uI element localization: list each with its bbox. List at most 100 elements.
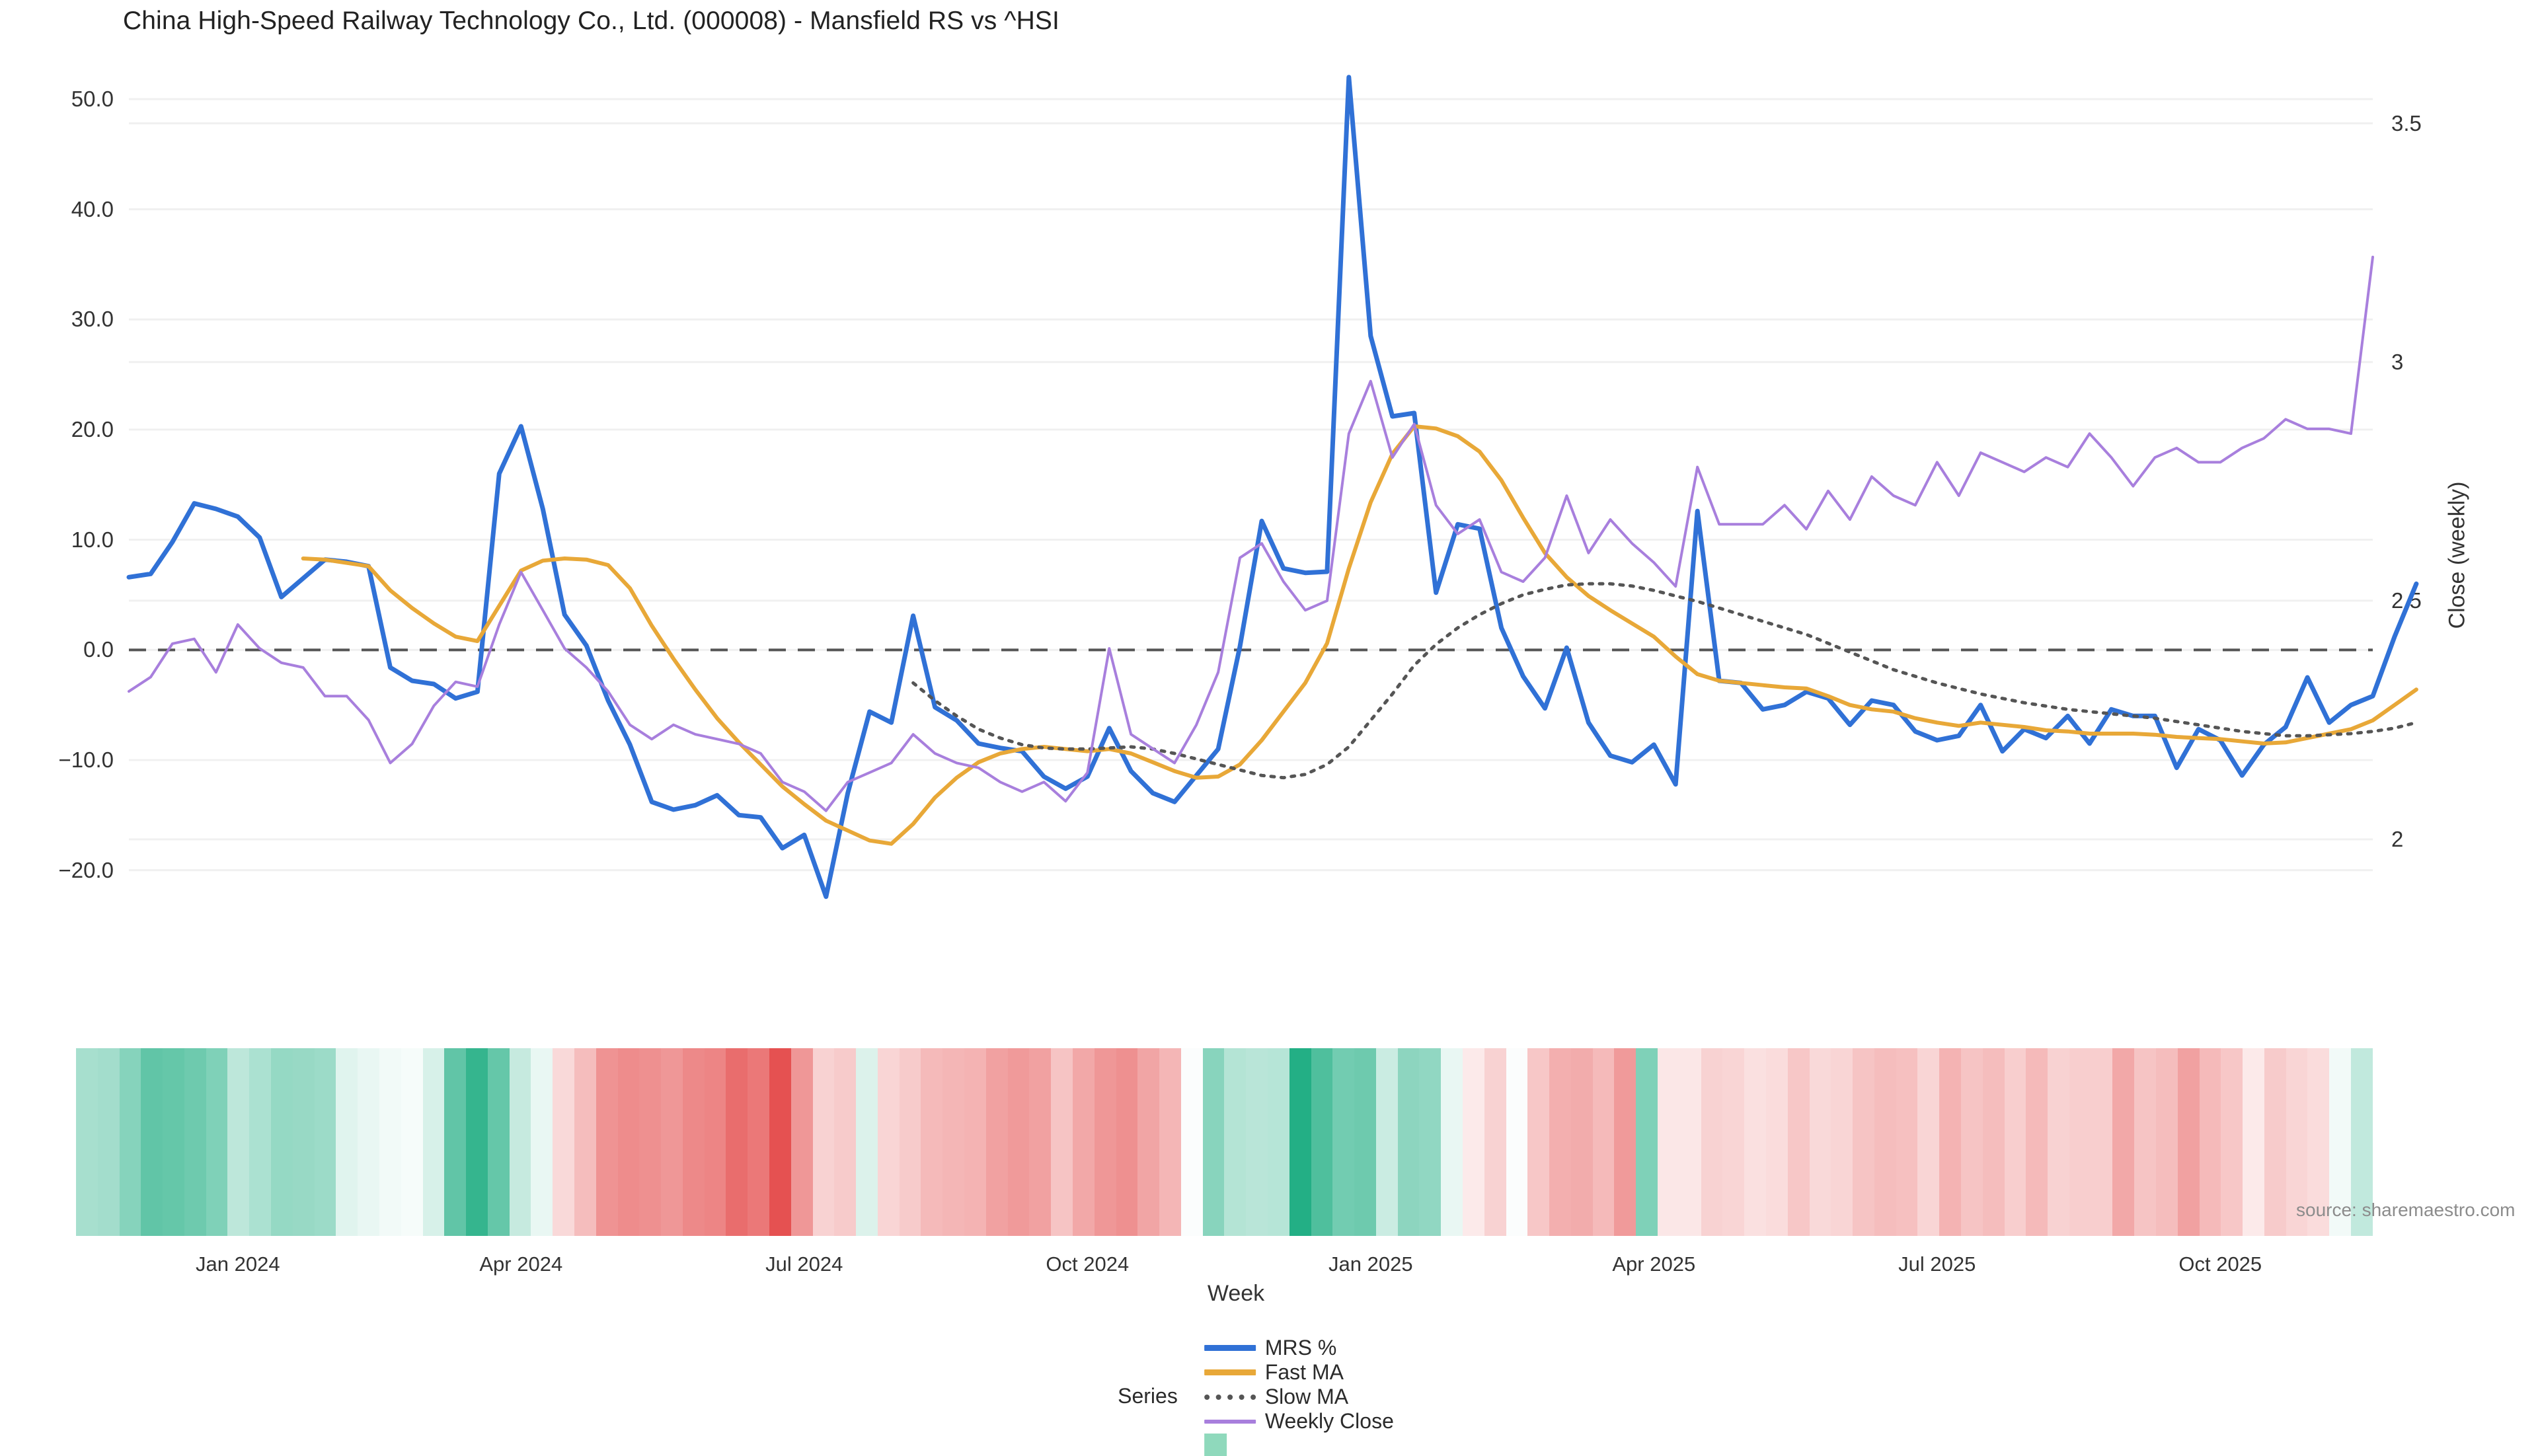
heatmap-band	[1029, 1048, 1052, 1236]
heatmap-band	[574, 1048, 596, 1236]
heatmap-band	[2069, 1048, 2091, 1236]
heatmap-band	[1853, 1048, 1874, 1236]
series-line-mrs	[126, 75, 2419, 900]
heatmap-band	[1463, 1048, 1484, 1236]
heatmap-band	[1375, 1048, 1398, 1236]
legend-item[interactable]: Slow MA	[1204, 1385, 1394, 1409]
source-note: source: sharemaestro.com	[2296, 1200, 2516, 1220]
heatmap-band	[1809, 1048, 1831, 1236]
y-tick-label-right: 2	[2391, 827, 2404, 851]
heatmap-band	[2264, 1048, 2286, 1236]
heatmap-band	[1354, 1048, 1376, 1236]
heatmap-band	[401, 1048, 423, 1236]
y-tick-label-right: 3	[2391, 349, 2404, 374]
y-tick-label-left: 20.0	[71, 417, 114, 441]
heatmap-band	[1159, 1048, 1181, 1236]
heatmap-band	[1636, 1048, 1658, 1236]
heatmap-band	[748, 1048, 769, 1236]
heatmap-band	[1896, 1048, 1918, 1236]
heatmap-band	[2112, 1048, 2135, 1236]
heatmap-band	[1570, 1048, 1593, 1236]
series-line-fast-ma	[301, 424, 2418, 846]
heatmap-band	[1267, 1048, 1289, 1236]
heatmap-band	[1506, 1048, 1528, 1236]
heatmap-band	[682, 1048, 705, 1236]
heatmap-band	[790, 1048, 813, 1236]
legend-item-label: Fast MA	[1264, 1360, 1344, 1384]
heatmap-band	[1332, 1048, 1355, 1236]
heatmap-band	[1484, 1048, 1506, 1236]
heatmap-band	[379, 1048, 401, 1236]
heatmap-band	[1094, 1048, 1116, 1236]
heatmap-band	[509, 1048, 531, 1236]
heatmap-band	[942, 1048, 965, 1236]
legend-item[interactable]	[1204, 1434, 1394, 1456]
heatmap-band	[2351, 1048, 2373, 1236]
heatmap-band	[1765, 1048, 1788, 1236]
heatmap-band	[184, 1048, 206, 1236]
y-tick-label-left: −10.0	[58, 747, 114, 772]
heatmap-band	[249, 1048, 272, 1236]
heatmap-band	[1202, 1048, 1225, 1236]
heatmap-band	[877, 1048, 900, 1236]
x-axis-title: Week	[1207, 1281, 1265, 1306]
heatmap-band	[2091, 1048, 2113, 1236]
heatmap-band	[119, 1048, 141, 1236]
heatmap-band	[1722, 1048, 1745, 1236]
heatmap-band	[812, 1048, 835, 1236]
x-tick-label: Jan 2024	[196, 1252, 280, 1276]
legend-line-icon	[1204, 1345, 1256, 1351]
legend-items: MRS % Fast MA Slow MA Weekly Close	[1204, 1336, 1420, 1456]
heatmap-band	[163, 1048, 184, 1236]
heatmap-band	[1874, 1048, 1896, 1236]
heatmap-band	[1137, 1048, 1160, 1236]
heatmap-band	[292, 1048, 315, 1236]
y-tick-label-left: −20.0	[58, 857, 114, 882]
heatmap-band	[206, 1048, 228, 1236]
y-tick-label-left: 0.0	[83, 637, 114, 662]
heatmap-band	[2177, 1048, 2200, 1236]
legend-item[interactable]: Fast MA	[1204, 1360, 1394, 1385]
heatmap-band	[899, 1048, 921, 1236]
heatmap-band	[1787, 1048, 1810, 1236]
heatmap-band	[227, 1048, 250, 1236]
heatmap-band	[1679, 1048, 1701, 1236]
y-axis-right-title: Close (weekly)	[2444, 481, 2470, 629]
x-tick-label: Apr 2024	[479, 1252, 563, 1276]
heatmap-band	[1116, 1048, 1138, 1236]
y-tick-label-left: 10.0	[71, 527, 114, 552]
chart-legend: Series MRS % Fast MA Slow MA Weekly Close	[1118, 1336, 1420, 1456]
heatmap-band	[141, 1048, 163, 1236]
legend-line-icon	[1204, 1419, 1256, 1424]
legend-item[interactable]: Weekly Close	[1204, 1409, 1394, 1434]
heatmap-band	[1397, 1048, 1420, 1236]
legend-item[interactable]: MRS %	[1204, 1336, 1394, 1360]
heatmap-band	[1982, 1048, 2005, 1236]
x-tick-label: Oct 2024	[1046, 1252, 1130, 1276]
legend-item-label: Weekly Close	[1264, 1409, 1394, 1433]
heatmap-band	[1549, 1048, 1571, 1236]
heatmap-band	[1246, 1048, 1268, 1236]
heatmap-band	[1701, 1048, 1723, 1236]
heatmap-band	[726, 1048, 748, 1236]
series-lines	[126, 75, 2419, 900]
x-tick-label: Apr 2025	[1612, 1252, 1696, 1276]
heatmap-band	[921, 1048, 943, 1236]
heatmap-band	[964, 1048, 986, 1236]
heatmap-band	[531, 1048, 553, 1236]
heatmap-band	[661, 1048, 683, 1236]
heatmap-band	[1007, 1048, 1030, 1236]
heatmap-band	[1939, 1048, 1961, 1236]
heatmap-band	[1224, 1048, 1247, 1236]
heatmap-band	[1527, 1048, 1550, 1236]
legend-heatmap-square-icon	[1204, 1434, 1227, 1456]
heatmap-band	[444, 1048, 467, 1236]
heatmap-band	[704, 1048, 726, 1236]
x-tick-label: Oct 2025	[2178, 1252, 2262, 1276]
heatmap-band	[2243, 1048, 2264, 1236]
x-tick-label: Jul 2025	[1898, 1252, 1976, 1276]
heatmap-band	[314, 1048, 336, 1236]
heatmap-band	[1744, 1048, 1766, 1236]
heatmap-band	[1051, 1048, 1073, 1236]
heatmap-band	[596, 1048, 618, 1236]
